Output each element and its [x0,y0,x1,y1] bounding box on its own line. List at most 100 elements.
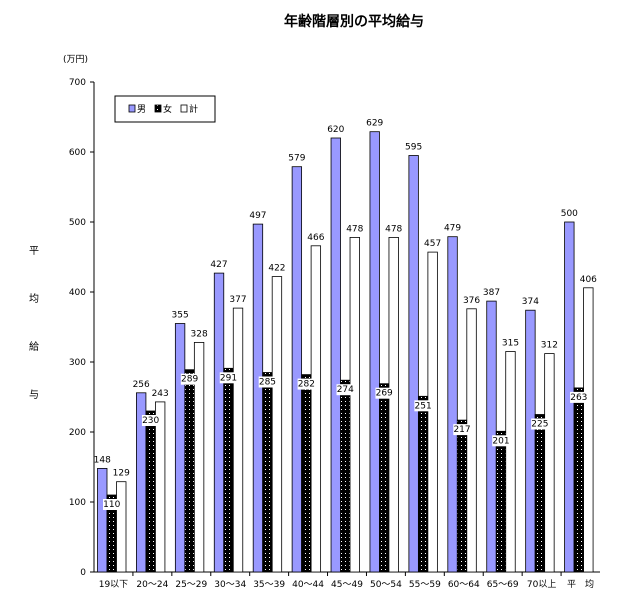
bar-計 [155,401,166,573]
data-label: 466 [307,233,324,243]
bar-男 [447,236,458,573]
data-label: 427 [210,260,227,270]
data-label-bg [103,499,121,510]
bar-男 [174,323,186,573]
data-label: 256 [133,380,150,390]
bar-女 [534,414,546,573]
x-tick-label: 50～54 [370,580,402,590]
bars [97,131,594,573]
bar-計 [116,481,127,573]
y-axis-label-char: 平 [29,246,39,257]
y-tick-label: 700 [69,78,86,88]
bar-女 [184,369,195,573]
data-label: 251 [415,401,432,411]
bar-女 [456,419,468,573]
legend-swatch [180,104,188,113]
data-label: 457 [424,239,441,249]
legend-label: 女 [163,103,172,115]
data-label-bg [219,372,238,384]
data-label-bg [453,424,472,436]
data-label: 377 [229,295,246,305]
data-label: 225 [531,420,548,430]
data-label: 148 [94,455,111,465]
x-tick-label: 70以上 [527,579,556,590]
y-axis: 0 100 200 300 400 500 600 700 [69,78,95,578]
x-tick-label: 平 均 [567,578,594,590]
x-tick-label: 65～69 [487,580,519,590]
data-label: 285 [259,378,276,388]
data-labels: 148 110 129 256 230 243 355 289 328 427 291 377 497 2… [94,119,597,510]
bar-女 [145,410,156,573]
data-label: 478 [385,224,402,234]
x-tick-label: 60～64 [448,580,480,590]
x-tick-label: 45～49 [331,580,363,590]
data-label-bg [258,376,277,388]
bar-女 [223,367,234,573]
data-label: 263 [570,393,587,403]
y-tick-label: 200 [69,428,86,438]
bar-女 [379,383,390,573]
data-label-bg [141,415,160,426]
data-label: 274 [337,385,354,395]
data-label: 579 [288,154,305,164]
legend-swatch [154,104,162,113]
y-tick-label: 0 [80,568,86,578]
bar-計 [466,308,477,573]
x-tick-label: 25～29 [175,580,207,590]
data-label: 315 [502,339,519,349]
bar-男 [97,467,108,573]
bar-女 [340,379,351,573]
x-tick-label: 40～44 [292,580,324,590]
y-axis-label: 平均給与 [29,246,39,401]
data-label: 282 [298,380,315,390]
data-label: 595 [405,143,422,153]
bar-計 [427,251,438,573]
data-label: 422 [268,264,285,274]
y-tick-label: 500 [69,218,86,228]
data-label: 387 [483,288,500,298]
data-label: 230 [142,416,159,426]
x-tick-label: 55～59 [409,580,441,590]
bar-計 [505,351,516,573]
data-label: 312 [541,341,558,351]
x-tick-label: 20～24 [136,580,168,590]
x-tick-label: 19以下 [99,580,128,590]
bar-男 [291,166,303,573]
legend-label: 男 [137,104,146,115]
data-label-bg [297,378,316,390]
x-tick-label: 30～34 [214,580,246,590]
bar-計 [544,353,555,573]
data-label-bg [531,418,550,430]
legend-swatch [128,104,136,113]
bar-女 [573,387,584,573]
bar-男 [213,272,225,573]
legend-label: 計 [189,103,198,115]
data-label-bg [492,435,511,447]
data-label: 620 [327,125,344,135]
bar-計 [349,236,360,573]
data-label: 217 [453,425,470,435]
x-axis: 19以下 20～24 25～29 30～34 35～39 40～44 45～49 50～54 5… [94,571,600,590]
data-label: 374 [522,297,539,307]
data-label-bg [375,387,394,399]
data-label: 243 [152,389,169,399]
bar-計 [388,236,399,573]
y-axis-label-char: 給 [29,340,39,353]
y-tick-label: 100 [69,498,86,508]
data-label-bg [180,373,199,385]
y-tick-label: 600 [69,148,86,158]
bar-計 [583,287,594,573]
y-tick-label: 400 [69,288,86,298]
legend: 男女計 [114,95,216,123]
bar-計 [193,341,205,573]
data-label: 289 [181,375,198,385]
x-tick-label: 35～39 [253,580,285,590]
bar-計 [310,245,322,573]
bar-女 [495,430,507,573]
bar-男 [252,223,264,573]
bar-男 [525,309,536,573]
y-axis-label-char: 均 [29,293,39,305]
y-axis-label-char: 与 [29,389,39,401]
chart-title: 年齢階層別の平均給与 [284,13,424,30]
